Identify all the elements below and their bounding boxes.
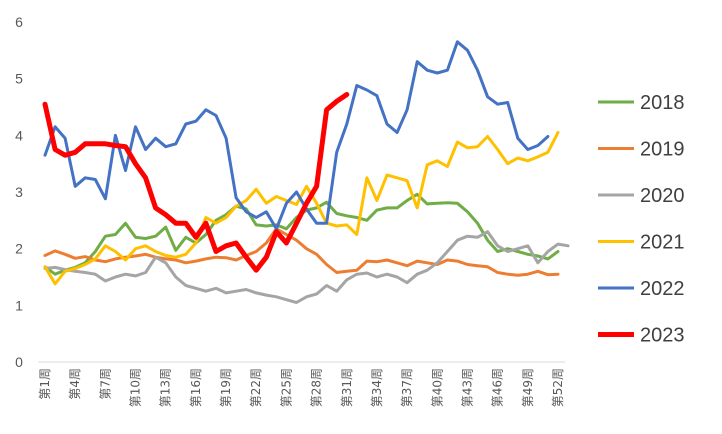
x-tick-label: 第28周 xyxy=(310,368,324,407)
y-tick-label: 4 xyxy=(15,127,23,143)
legend-label: 2020 xyxy=(640,185,685,207)
y-tick-label: 1 xyxy=(15,297,23,313)
x-tick-label: 第4周 xyxy=(68,368,82,400)
x-tick-label: 第10周 xyxy=(129,368,143,407)
series-line-2022 xyxy=(43,40,550,231)
x-tick-label: 第13周 xyxy=(159,368,173,407)
legend-label: 2023 xyxy=(640,325,685,347)
x-tick-label: 第22周 xyxy=(249,368,263,407)
x-tick-label: 第34周 xyxy=(370,368,384,407)
legend-label: 2019 xyxy=(640,139,685,161)
y-tick-label: 0 xyxy=(15,354,23,370)
x-tick-label: 第46周 xyxy=(491,368,505,407)
x-axis: 第1周 第4周 第7周 第10周 第13周 第16周 第19周 第22周 第25周 第28周 第31… xyxy=(38,368,565,407)
x-tick-label: 第31周 xyxy=(340,368,354,407)
y-tick-label: 2 xyxy=(15,241,23,257)
series-line-2020 xyxy=(43,230,570,304)
x-tick-label: 第19周 xyxy=(219,368,233,407)
x-tick-label: 第7周 xyxy=(98,368,112,400)
y-tick-label: 6 xyxy=(15,14,23,30)
x-tick-label: 第37周 xyxy=(400,368,414,407)
x-tick-label: 第25周 xyxy=(279,368,293,407)
series-line-2021 xyxy=(43,131,560,286)
legend: 2018 2019 2020 2021 2022 2023 xyxy=(598,92,685,347)
y-tick-label: 3 xyxy=(15,184,23,200)
y-axis: 0 1 2 3 4 5 6 xyxy=(15,14,23,370)
x-tick-label: 第52周 xyxy=(551,368,565,407)
x-tick-label: 第43周 xyxy=(460,368,474,407)
legend-label: 2018 xyxy=(640,92,685,114)
x-tick-label: 第40周 xyxy=(430,368,444,407)
series-line-2023 xyxy=(42,92,350,273)
series-layer xyxy=(42,40,570,304)
x-tick-label: 第1周 xyxy=(38,368,52,400)
legend-label: 2022 xyxy=(640,278,685,300)
legend-label: 2021 xyxy=(640,232,685,254)
y-tick-label: 5 xyxy=(15,71,23,87)
x-tick-label: 第49周 xyxy=(521,368,535,407)
x-tick-label: 第16周 xyxy=(189,368,203,407)
